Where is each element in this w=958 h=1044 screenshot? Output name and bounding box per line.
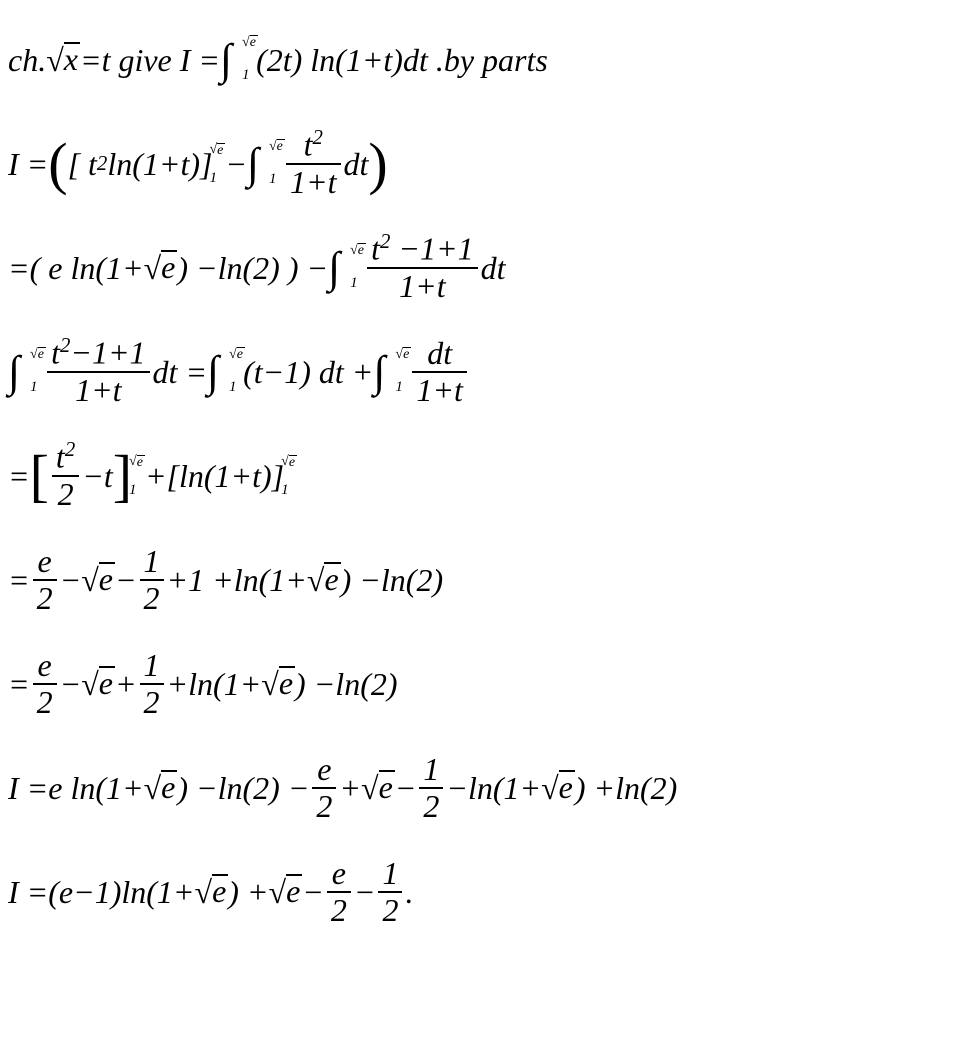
- equation-line: I =(e−1)ln(1+√e) +√e −e2 −12 .: [8, 840, 950, 944]
- equation-line: =e2 −√e +12 +ln(1+√e) −ln(2): [8, 632, 950, 736]
- equation-line: I =e ln(1+√e) −ln(2) −e2 +√e −12 −ln(1+√…: [8, 736, 950, 840]
- equation-line: ch. √x =t give I = ∫√e1(2t) ln(1+t)dt .b…: [8, 8, 950, 112]
- math-derivation: ch. √x =t give I = ∫√e1(2t) ln(1+t)dt .b…: [8, 8, 950, 944]
- equation-line: =e2 −√e −12 +1 +ln(1+√e) −ln(2): [8, 528, 950, 632]
- equation-line: ∫√e1t2−1+11+t dt = ∫√e1(t−1) dt +∫√e1 dt…: [8, 320, 950, 424]
- equation-line: =[t22 −t]√e1 +[ln(1+t)]√e1: [8, 424, 950, 528]
- equation-line: I =( [ t2ln(1+t)]√e1 − ∫√e1 t21+tdt): [8, 112, 950, 216]
- equation-line: =( e ln(1+√e) −ln(2) ) − ∫√e1 t2 −1+11+t…: [8, 216, 950, 320]
